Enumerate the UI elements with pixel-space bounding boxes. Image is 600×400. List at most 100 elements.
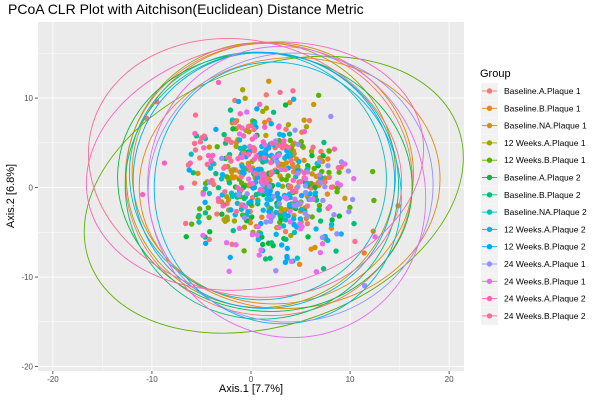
data-point (227, 107, 234, 113)
data-point (288, 157, 294, 164)
data-point (312, 244, 318, 251)
data-point (322, 175, 328, 181)
data-point (244, 191, 250, 197)
data-point (331, 146, 338, 152)
data-point (245, 163, 252, 169)
data-point (223, 239, 230, 246)
data-point (218, 176, 225, 182)
data-point (192, 147, 199, 153)
data-point (325, 162, 331, 169)
data-point (215, 79, 222, 86)
legend-label: Baseline.A.Plaque 1 (504, 86, 581, 96)
data-point (347, 204, 353, 211)
data-point (320, 153, 326, 159)
data-point (270, 193, 277, 200)
data-point (322, 179, 328, 185)
data-point (196, 206, 203, 212)
data-point (262, 124, 268, 130)
data-point (313, 269, 320, 275)
data-point (276, 224, 283, 231)
data-point (309, 214, 315, 220)
ellipses (83, 37, 464, 338)
data-point (226, 154, 232, 161)
data-point (247, 167, 254, 173)
legend-key-point (486, 192, 493, 198)
data-point (275, 182, 282, 188)
data-point (302, 175, 309, 182)
legend-key-point (486, 261, 493, 267)
confidence-ellipse (131, 42, 414, 305)
data-point (326, 204, 333, 210)
legend-item: Baseline.NA.Plaque 1 (481, 117, 587, 135)
data-point (201, 145, 207, 151)
data-point (266, 208, 272, 215)
data-point (219, 155, 225, 162)
data-point (311, 165, 317, 172)
data-point (276, 195, 283, 202)
data-point (241, 248, 247, 254)
data-point (304, 213, 311, 220)
y-tick-label: -20 (21, 363, 33, 372)
data-point (277, 89, 283, 95)
data-point (233, 208, 240, 215)
legend-key-point (486, 174, 493, 181)
data-point (333, 248, 339, 254)
data-point (267, 255, 273, 261)
data-point (185, 162, 192, 168)
legend-item: 12 Weeks.B.Plaque 2 (481, 238, 586, 256)
data-point (284, 153, 290, 159)
data-point (214, 143, 220, 150)
data-point (219, 171, 226, 178)
legend-item: 12 Weeks.B.Plaque 1 (481, 152, 586, 170)
data-point (233, 242, 239, 248)
data-point (255, 224, 261, 230)
data-point (301, 157, 307, 164)
data-point (321, 139, 327, 146)
data-point (351, 175, 357, 182)
data-point (258, 247, 264, 253)
data-point (202, 210, 209, 216)
data-point (235, 155, 241, 162)
data-point (254, 232, 261, 238)
data-point (241, 215, 248, 221)
data-point (195, 170, 201, 177)
legend-key-point (486, 105, 493, 112)
data-point (288, 232, 294, 239)
data-point (287, 218, 293, 225)
data-point (317, 172, 323, 178)
data-point (227, 254, 233, 261)
data-point (256, 101, 263, 107)
data-point (326, 169, 332, 176)
data-point (285, 213, 291, 219)
data-point (306, 117, 313, 124)
data-point (269, 169, 275, 175)
legend-label: 24 Weeks.A.Plaque 1 (504, 259, 586, 269)
legend-label: Baseline.NA.Plaque 2 (504, 207, 587, 217)
data-point (266, 183, 273, 189)
data-point (288, 258, 295, 265)
data-point (255, 236, 261, 243)
data-point (249, 214, 255, 220)
data-point (290, 96, 297, 102)
data-point (266, 213, 272, 219)
data-point (245, 209, 251, 215)
data-point (295, 141, 302, 148)
data-point (303, 124, 310, 130)
data-point (317, 249, 324, 256)
data-point (325, 237, 331, 244)
data-point (326, 174, 332, 180)
data-point (246, 151, 252, 157)
data-point (334, 231, 340, 237)
data-point (256, 252, 263, 258)
data-point (316, 158, 323, 165)
data-point (295, 184, 301, 190)
data-point (222, 218, 228, 224)
data-point (299, 223, 305, 230)
data-point (196, 212, 202, 219)
data-point (263, 219, 269, 225)
data-point (282, 259, 289, 266)
legend-item: Baseline.B.Plaque 1 (481, 100, 581, 118)
y-axis-ticks: -20 -10 0 10 (21, 94, 38, 372)
data-point (301, 170, 308, 176)
data-point (247, 181, 253, 187)
